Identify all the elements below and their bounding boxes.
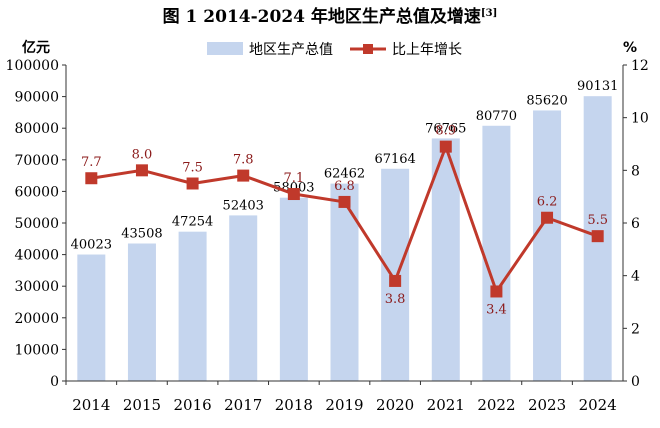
growth-point-2019 xyxy=(338,195,351,208)
growth-label-2019: 6.8 xyxy=(334,179,355,194)
x-tick-label-2023: 2023 xyxy=(528,396,566,414)
x-tick-label-2014: 2014 xyxy=(72,396,110,414)
gdp-bar-label-2015: 43508 xyxy=(121,227,162,242)
right-tick-label: 2 xyxy=(631,321,640,337)
x-tick-label-2017: 2017 xyxy=(224,396,262,414)
gdp-bar-2016 xyxy=(178,231,207,381)
left-tick-label: 80000 xyxy=(14,121,59,137)
right-tick-label: 8 xyxy=(631,163,640,179)
gdp-bar-label-2014: 40023 xyxy=(71,238,112,253)
left-tick-label: 90000 xyxy=(14,90,59,106)
left-tick-label: 30000 xyxy=(14,279,59,295)
left-tick-label: 50000 xyxy=(14,216,59,232)
x-tick-label-2019: 2019 xyxy=(325,396,363,414)
right-tick-label: 10 xyxy=(631,111,649,127)
growth-point-2015 xyxy=(135,164,148,177)
left-tick-label: 60000 xyxy=(14,184,59,200)
axes-group: 0 10000 20000 30000 40000 50000 60000 70000 8000… xyxy=(6,58,649,414)
left-tick-label: 0 xyxy=(50,374,59,390)
bars-group xyxy=(77,96,612,382)
left-tick-label: 100000 xyxy=(6,58,59,74)
growth-point-2020 xyxy=(389,274,402,287)
growth-point-2016 xyxy=(186,177,199,190)
gdp-bar-2014 xyxy=(77,254,106,381)
gdp-bar-label-2017: 52403 xyxy=(223,198,264,213)
x-tick-label-2018: 2018 xyxy=(275,396,313,414)
left-tick-label: 40000 xyxy=(14,248,59,264)
gdp-bar-label-2016: 47254 xyxy=(172,215,213,230)
gdp-bar-label-2024: 90131 xyxy=(577,79,618,94)
gdp-bar-2020 xyxy=(381,168,410,381)
right-tick-label: 0 xyxy=(631,374,640,390)
growth-point-2017 xyxy=(237,169,250,182)
left-tick-label: 70000 xyxy=(14,153,59,169)
gdp-bar-label-2022: 80770 xyxy=(476,109,517,124)
svg-text:图 1 2014-2024 年地区生产总值及增速[3]: 图 1 2014-2024 年地区生产总值及增速[3] xyxy=(163,6,498,27)
x-tick-label-2022: 2022 xyxy=(477,396,515,414)
growth-point-2022 xyxy=(490,285,503,298)
right-axis-unit: % xyxy=(623,40,637,56)
growth-label-2017: 7.8 xyxy=(233,153,254,168)
x-tick-label-2024: 2024 xyxy=(579,396,617,414)
x-tick-label-2015: 2015 xyxy=(123,396,161,414)
growth-point-2024 xyxy=(591,230,604,243)
growth-labels-group: 7.7 8.0 7.5 7.8 7.1 6.8 3.8 8.9 3.4 6.2 5.5 xyxy=(81,124,608,318)
left-tick-label: 10000 xyxy=(14,342,59,358)
growth-label-2018: 7.1 xyxy=(284,171,305,186)
legend-bar-swatch xyxy=(207,42,243,55)
legend-bar-label: 地区生产总值 xyxy=(249,42,333,58)
growth-label-2021: 8.9 xyxy=(435,124,456,139)
growth-point-2018 xyxy=(287,188,300,201)
growth-label-2020: 3.8 xyxy=(385,292,406,307)
right-tick-label: 12 xyxy=(631,58,649,74)
growth-label-2024: 5.5 xyxy=(587,213,608,228)
gdp-bar-2022 xyxy=(482,125,511,381)
right-tick-label: 4 xyxy=(631,269,640,285)
growth-label-2014: 7.7 xyxy=(81,155,102,170)
right-tick-label: 6 xyxy=(631,216,640,232)
growth-label-2023: 6.2 xyxy=(537,195,558,210)
gdp-bar-label-2019: 62462 xyxy=(324,167,365,182)
gdp-bar-2023 xyxy=(533,110,562,382)
growth-point-2021 xyxy=(439,140,452,153)
growth-point-2014 xyxy=(85,172,98,185)
gdp-bar-2017 xyxy=(229,215,258,381)
growth-label-2022: 3.4 xyxy=(486,302,507,317)
x-tick-label-2016: 2016 xyxy=(173,396,211,414)
gdp-bar-label-2020: 67164 xyxy=(374,152,415,167)
left-tick-label: 20000 xyxy=(14,311,59,327)
left-axis-unit: 亿元 xyxy=(22,39,50,56)
gdp-bar-label-2021: 76765 xyxy=(425,121,466,136)
growth-label-2015: 8.0 xyxy=(132,147,153,162)
gdp-bar-label-2023: 85620 xyxy=(526,93,567,108)
legend-line-marker xyxy=(363,44,373,54)
gdp-bar-2018 xyxy=(279,197,308,381)
growth-label-2016: 7.5 xyxy=(182,161,203,176)
x-tick-label-2020: 2020 xyxy=(376,396,414,414)
gdp-bar-2019 xyxy=(330,183,359,381)
legend-line-label: 比上年增长 xyxy=(392,42,462,58)
chart-title-text: 图 1 2014-2024 年地区生产总值及增速 xyxy=(163,6,481,27)
chart-title: 图 1 2014-2024 年地区生产总值及增速[3] xyxy=(163,6,498,27)
growth-line-group xyxy=(85,140,604,298)
growth-point-2023 xyxy=(541,211,554,224)
gdp-bar-2015 xyxy=(127,243,156,381)
gdp-bar-2021 xyxy=(431,138,460,381)
legend: 地区生产总值 比上年增长 xyxy=(207,42,462,58)
x-tick-label-2021: 2021 xyxy=(427,396,465,414)
chart-title-footnote: [3] xyxy=(481,8,497,19)
